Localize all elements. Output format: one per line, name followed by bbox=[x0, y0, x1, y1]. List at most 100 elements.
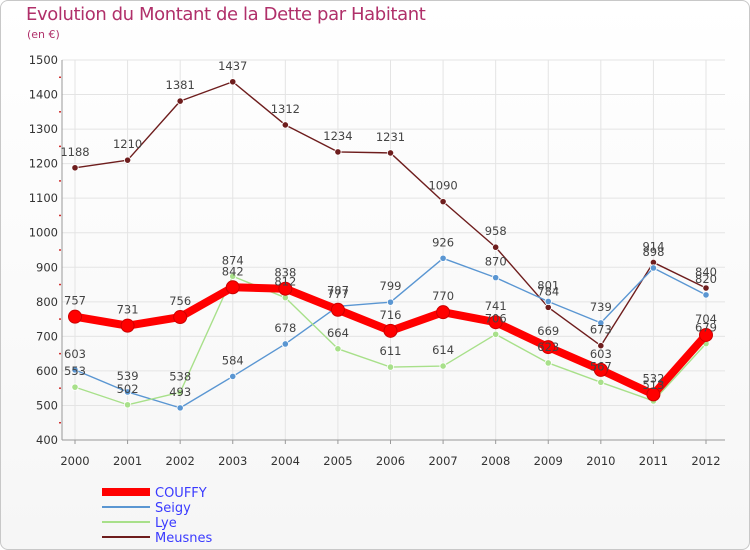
y-tick-label: 1500 bbox=[29, 53, 58, 67]
x-tick-label: 2008 bbox=[481, 454, 510, 468]
data-label-meusnes: 1381 bbox=[166, 78, 195, 92]
data-label-couffy: 603 bbox=[590, 347, 612, 361]
data-point-meusnes bbox=[123, 156, 132, 164]
y-tick-label: 900 bbox=[36, 260, 58, 274]
data-point-lye bbox=[176, 388, 184, 396]
data-label-seigy: 926 bbox=[432, 235, 454, 249]
x-tick-label: 2011 bbox=[639, 454, 668, 468]
data-point-meusnes bbox=[176, 97, 184, 105]
y-tick-label: 800 bbox=[36, 295, 58, 309]
y-tick-label: 1200 bbox=[29, 157, 58, 171]
data-point-seigy bbox=[123, 388, 132, 396]
data-point-lye bbox=[334, 345, 342, 353]
data-label-meusnes: 1234 bbox=[323, 129, 352, 143]
data-label-meusnes: 840 bbox=[695, 265, 717, 279]
data-label-lye: 567 bbox=[590, 359, 612, 373]
data-point-couffy bbox=[173, 310, 188, 325]
x-tick-label: 2003 bbox=[218, 454, 247, 468]
x-tick-label: 2007 bbox=[428, 454, 457, 468]
data-label-couffy: 716 bbox=[380, 308, 402, 322]
data-point-meusnes bbox=[702, 284, 710, 292]
data-label-meusnes: 958 bbox=[485, 224, 507, 238]
y-tick-label: 1300 bbox=[29, 122, 58, 136]
data-label-lye: 553 bbox=[64, 364, 86, 378]
data-label-lye: 513 bbox=[642, 378, 664, 392]
data-label-meusnes: 1437 bbox=[218, 59, 247, 73]
data-point-seigy bbox=[492, 274, 500, 282]
data-label-lye: 874 bbox=[222, 253, 244, 267]
data-point-meusnes bbox=[386, 149, 395, 157]
data-label-seigy: 787 bbox=[327, 283, 349, 297]
data-label-seigy: 493 bbox=[169, 385, 191, 399]
data-point-couffy bbox=[646, 387, 661, 402]
data-point-meusnes bbox=[597, 342, 605, 350]
data-label-meusnes: 914 bbox=[642, 239, 664, 253]
x-tick-label: 2005 bbox=[323, 454, 352, 468]
data-label-seigy: 898 bbox=[642, 245, 664, 259]
data-point-seigy bbox=[597, 319, 605, 327]
data-point-couffy bbox=[330, 302, 345, 317]
x-tick-label: 2002 bbox=[166, 454, 195, 468]
data-point-meusnes bbox=[439, 198, 447, 206]
data-label-seigy: 539 bbox=[117, 369, 139, 383]
y-tick-label: 1000 bbox=[29, 226, 58, 240]
data-label-lye: 611 bbox=[380, 344, 402, 358]
y-tick-label: 500 bbox=[36, 398, 58, 412]
data-point-seigy bbox=[439, 254, 447, 262]
y-tick-label: 600 bbox=[36, 364, 58, 378]
data-label-lye: 664 bbox=[327, 326, 349, 340]
data-label-couffy: 731 bbox=[117, 303, 139, 317]
data-label-lye: 538 bbox=[169, 369, 191, 383]
data-label-meusnes: 1090 bbox=[428, 179, 457, 193]
x-tick-label: 2010 bbox=[586, 454, 615, 468]
data-point-lye bbox=[386, 363, 395, 371]
data-point-lye bbox=[229, 272, 237, 280]
data-point-couffy bbox=[383, 323, 398, 338]
data-label-lye: 812 bbox=[274, 275, 296, 289]
data-point-meusnes bbox=[544, 303, 552, 311]
series-layer bbox=[68, 78, 713, 412]
data-point-meusnes bbox=[334, 148, 342, 156]
data-label-meusnes: 1231 bbox=[376, 130, 405, 144]
data-label-meusnes: 1210 bbox=[113, 137, 142, 151]
data-point-couffy bbox=[541, 340, 556, 355]
data-label-couffy: 532 bbox=[642, 371, 664, 385]
data-label-seigy: 801 bbox=[537, 278, 559, 292]
data-point-meusnes bbox=[229, 78, 237, 86]
data-point-seigy bbox=[544, 297, 552, 306]
data-label-couffy: 669 bbox=[537, 324, 559, 338]
data-label-lye: 706 bbox=[485, 311, 507, 325]
data-point-meusnes bbox=[71, 164, 79, 172]
data-label-seigy: 739 bbox=[590, 300, 612, 314]
data-label-couffy: 741 bbox=[485, 299, 507, 313]
data-label-couffy: 757 bbox=[64, 294, 86, 308]
data-label-lye: 623 bbox=[537, 340, 559, 354]
data-point-lye bbox=[597, 378, 605, 386]
data-label-meusnes: 1188 bbox=[60, 145, 89, 159]
data-point-couffy bbox=[488, 315, 503, 330]
data-point-seigy bbox=[702, 291, 710, 299]
data-point-lye bbox=[71, 383, 79, 391]
x-tick-label: 2009 bbox=[534, 454, 563, 468]
y-tick-label: 1100 bbox=[29, 191, 58, 205]
data-point-couffy bbox=[225, 280, 240, 295]
y-tick-label: 400 bbox=[36, 433, 58, 447]
x-tick-label: 2004 bbox=[271, 454, 300, 468]
data-label-lye: 502 bbox=[117, 382, 139, 396]
data-labels: 1188 1210 1381 1437 1312 1234 1231 1090 958 784 67… bbox=[60, 59, 717, 399]
data-point-couffy bbox=[436, 305, 451, 320]
data-point-lye bbox=[544, 359, 552, 367]
data-label-seigy: 678 bbox=[274, 321, 296, 335]
data-label-seigy: 603 bbox=[64, 347, 86, 361]
data-label-lye: 679 bbox=[695, 321, 717, 335]
data-point-couffy bbox=[68, 309, 82, 324]
data-label-couffy: 704 bbox=[695, 312, 717, 326]
chart-subtitle: (en €) bbox=[27, 28, 60, 41]
data-point-lye bbox=[492, 330, 500, 338]
data-point-seigy bbox=[386, 298, 395, 306]
data-point-seigy bbox=[649, 264, 658, 272]
data-point-seigy bbox=[229, 372, 237, 381]
